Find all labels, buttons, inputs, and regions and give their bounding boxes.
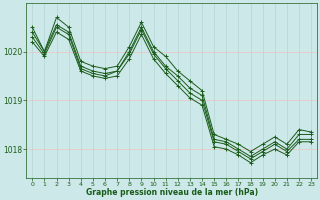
- X-axis label: Graphe pression niveau de la mer (hPa): Graphe pression niveau de la mer (hPa): [86, 188, 258, 197]
